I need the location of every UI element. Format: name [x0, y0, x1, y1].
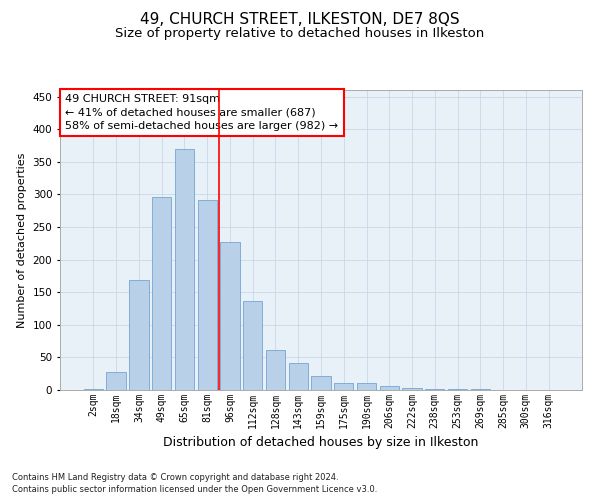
Text: Contains HM Land Registry data © Crown copyright and database right 2024.: Contains HM Land Registry data © Crown c… — [12, 473, 338, 482]
Bar — [334, 383, 353, 390]
Text: 49, CHURCH STREET, ILKESTON, DE7 8QS: 49, CHURCH STREET, ILKESTON, DE7 8QS — [140, 12, 460, 28]
Text: Size of property relative to detached houses in Ilkeston: Size of property relative to detached ho… — [115, 28, 485, 40]
Bar — [403, 388, 422, 390]
Y-axis label: Number of detached properties: Number of detached properties — [17, 152, 27, 328]
Bar — [289, 362, 308, 390]
X-axis label: Distribution of detached houses by size in Ilkeston: Distribution of detached houses by size … — [163, 436, 479, 450]
Bar — [380, 386, 399, 390]
Bar — [129, 280, 149, 390]
Text: 49 CHURCH STREET: 91sqm
← 41% of detached houses are smaller (687)
58% of semi-d: 49 CHURCH STREET: 91sqm ← 41% of detache… — [65, 94, 338, 131]
Bar — [266, 350, 285, 390]
Bar — [425, 388, 445, 390]
Bar — [243, 302, 262, 390]
Bar — [175, 150, 194, 390]
Bar — [220, 242, 239, 390]
Text: Contains public sector information licensed under the Open Government Licence v3: Contains public sector information licen… — [12, 486, 377, 494]
Bar — [106, 372, 126, 390]
Bar — [357, 383, 376, 390]
Bar — [152, 197, 172, 390]
Bar — [311, 376, 331, 390]
Bar — [197, 200, 217, 390]
